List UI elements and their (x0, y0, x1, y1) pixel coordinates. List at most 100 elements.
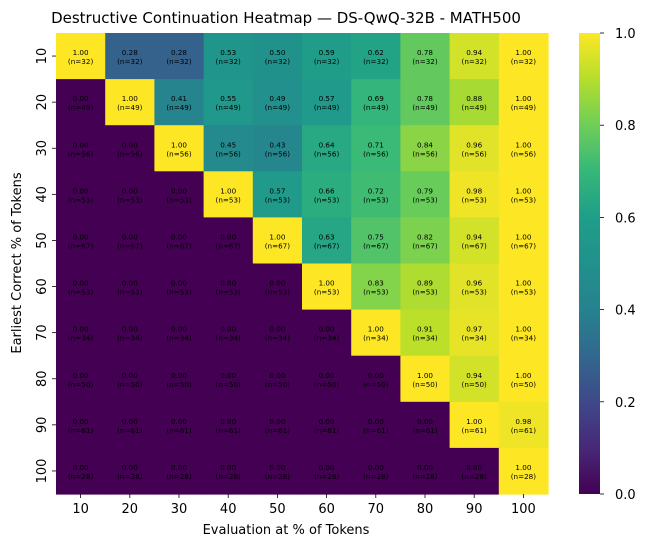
cell-count-label: (n=53) (363, 288, 389, 297)
heatmap-cell (154, 79, 205, 126)
cell-value-label: 0.00 (73, 463, 89, 472)
cell-value-label: 0.00 (319, 371, 335, 380)
cell-count-label: (n=28) (166, 472, 192, 481)
heatmap-cell (105, 447, 155, 495)
cell-value-label: 0.00 (220, 371, 236, 380)
cell-value-label: 0.53 (220, 48, 236, 57)
heatmap-cell (351, 79, 401, 126)
heatmap-cell (56, 355, 106, 403)
heatmap-cell (252, 79, 303, 126)
heatmap-cell (56, 447, 106, 495)
cell-count-label: (n=32) (216, 57, 242, 66)
y-tick-label: 30 (35, 140, 50, 157)
heatmap-cell (400, 33, 451, 80)
cell-value-label: 0.00 (368, 417, 384, 426)
cell-count-label: (n=53) (117, 288, 143, 297)
heatmap-cell (203, 125, 254, 172)
heatmap-cell (498, 125, 549, 172)
heatmap-cell (449, 401, 500, 449)
heatmap-cell (154, 309, 205, 357)
heatmap-cell (498, 79, 549, 126)
cell-value-label: 1.00 (319, 279, 335, 288)
cell-count-label: (n=50) (265, 380, 291, 389)
cell-count-label: (n=61) (462, 426, 488, 435)
cell-count-label: (n=61) (117, 426, 143, 435)
cell-count-label: (n=53) (363, 195, 389, 204)
cell-value-label: 0.94 (466, 371, 482, 380)
heatmap-cell (498, 355, 549, 403)
y-tick-label: 20 (35, 94, 50, 111)
cell-value-label: 0.45 (220, 140, 236, 149)
cell-value-label: 0.00 (269, 463, 285, 472)
cell-count-label: (n=53) (314, 288, 340, 297)
y-tick-label: 40 (35, 186, 50, 203)
x-tick-label: 100 (511, 502, 536, 517)
cell-value-label: 1.00 (515, 325, 531, 334)
y-tick-label: 10 (35, 48, 50, 65)
cell-value-label: 0.00 (417, 417, 433, 426)
cell-count-label: (n=61) (265, 426, 291, 435)
heatmap-cell (154, 355, 205, 403)
cell-value-label: 1.00 (171, 140, 187, 149)
heatmap-cell (154, 125, 205, 172)
cell-value-label: 0.00 (220, 417, 236, 426)
cell-value-label: 0.50 (269, 48, 285, 57)
cell-value-label: 0.69 (368, 94, 384, 103)
heatmap-cell (105, 217, 155, 265)
cell-value-label: 1.00 (515, 463, 531, 472)
heatmap-cell (154, 401, 205, 449)
cell-value-label: 0.57 (319, 94, 335, 103)
cell-count-label: (n=28) (117, 472, 143, 481)
cell-value-label: 0.00 (73, 325, 89, 334)
heatmap-cell (302, 263, 352, 311)
heatmap-cell (449, 355, 500, 403)
cell-count-label: (n=49) (166, 103, 192, 112)
cell-count-label: (n=67) (265, 241, 291, 250)
heatmap-cell (351, 355, 401, 403)
cell-count-label: (n=53) (166, 195, 192, 204)
cell-count-label: (n=28) (511, 472, 537, 481)
cell-count-label: (n=34) (363, 334, 389, 343)
cell-count-label: (n=49) (511, 103, 537, 112)
cell-value-label: 1.00 (220, 186, 236, 195)
heatmap-cell (252, 309, 303, 357)
cell-value-label: 0.00 (368, 463, 384, 472)
heatmap-cell (400, 171, 451, 218)
cell-count-label: (n=34) (462, 334, 488, 343)
heatmap-cell (56, 171, 106, 218)
heatmap-cell (351, 217, 401, 265)
cell-count-label: (n=61) (216, 426, 242, 435)
cell-value-label: 1.00 (515, 279, 531, 288)
cell-value-label: 1.00 (417, 371, 433, 380)
cell-value-label: 0.00 (466, 463, 482, 472)
heatmap-cell (400, 263, 451, 311)
cell-count-label: (n=28) (314, 472, 340, 481)
x-tick-label: 30 (171, 502, 188, 517)
cell-value-label: 0.00 (73, 371, 89, 380)
heatmap-cell (105, 309, 155, 357)
cell-value-label: 0.94 (466, 232, 482, 241)
heatmap-cell (252, 171, 303, 218)
y-tick-label: 50 (35, 232, 50, 249)
heatmap-cell (252, 263, 303, 311)
heatmap-cell (449, 217, 500, 265)
cell-value-label: 1.00 (515, 186, 531, 195)
cell-count-label: (n=53) (462, 288, 488, 297)
cell-value-label: 0.98 (515, 417, 531, 426)
heatmap-cell (56, 33, 106, 80)
heatmap-cell (400, 79, 451, 126)
cell-value-label: 0.00 (73, 417, 89, 426)
cell-count-label: (n=50) (68, 380, 94, 389)
cell-value-label: 0.00 (122, 232, 138, 241)
heatmap-cell (498, 447, 549, 495)
cell-count-label: (n=53) (412, 288, 438, 297)
cell-value-label: 0.00 (73, 186, 89, 195)
cell-count-label: (n=49) (314, 103, 340, 112)
heatmap-cell (351, 33, 401, 80)
cell-value-label: 0.00 (171, 232, 187, 241)
cell-value-label: 0.71 (368, 140, 384, 149)
heatmap-cell (498, 263, 549, 311)
cell-count-label: (n=56) (412, 149, 438, 158)
heatmap-cell (154, 171, 205, 218)
cell-value-label: 0.66 (319, 186, 335, 195)
